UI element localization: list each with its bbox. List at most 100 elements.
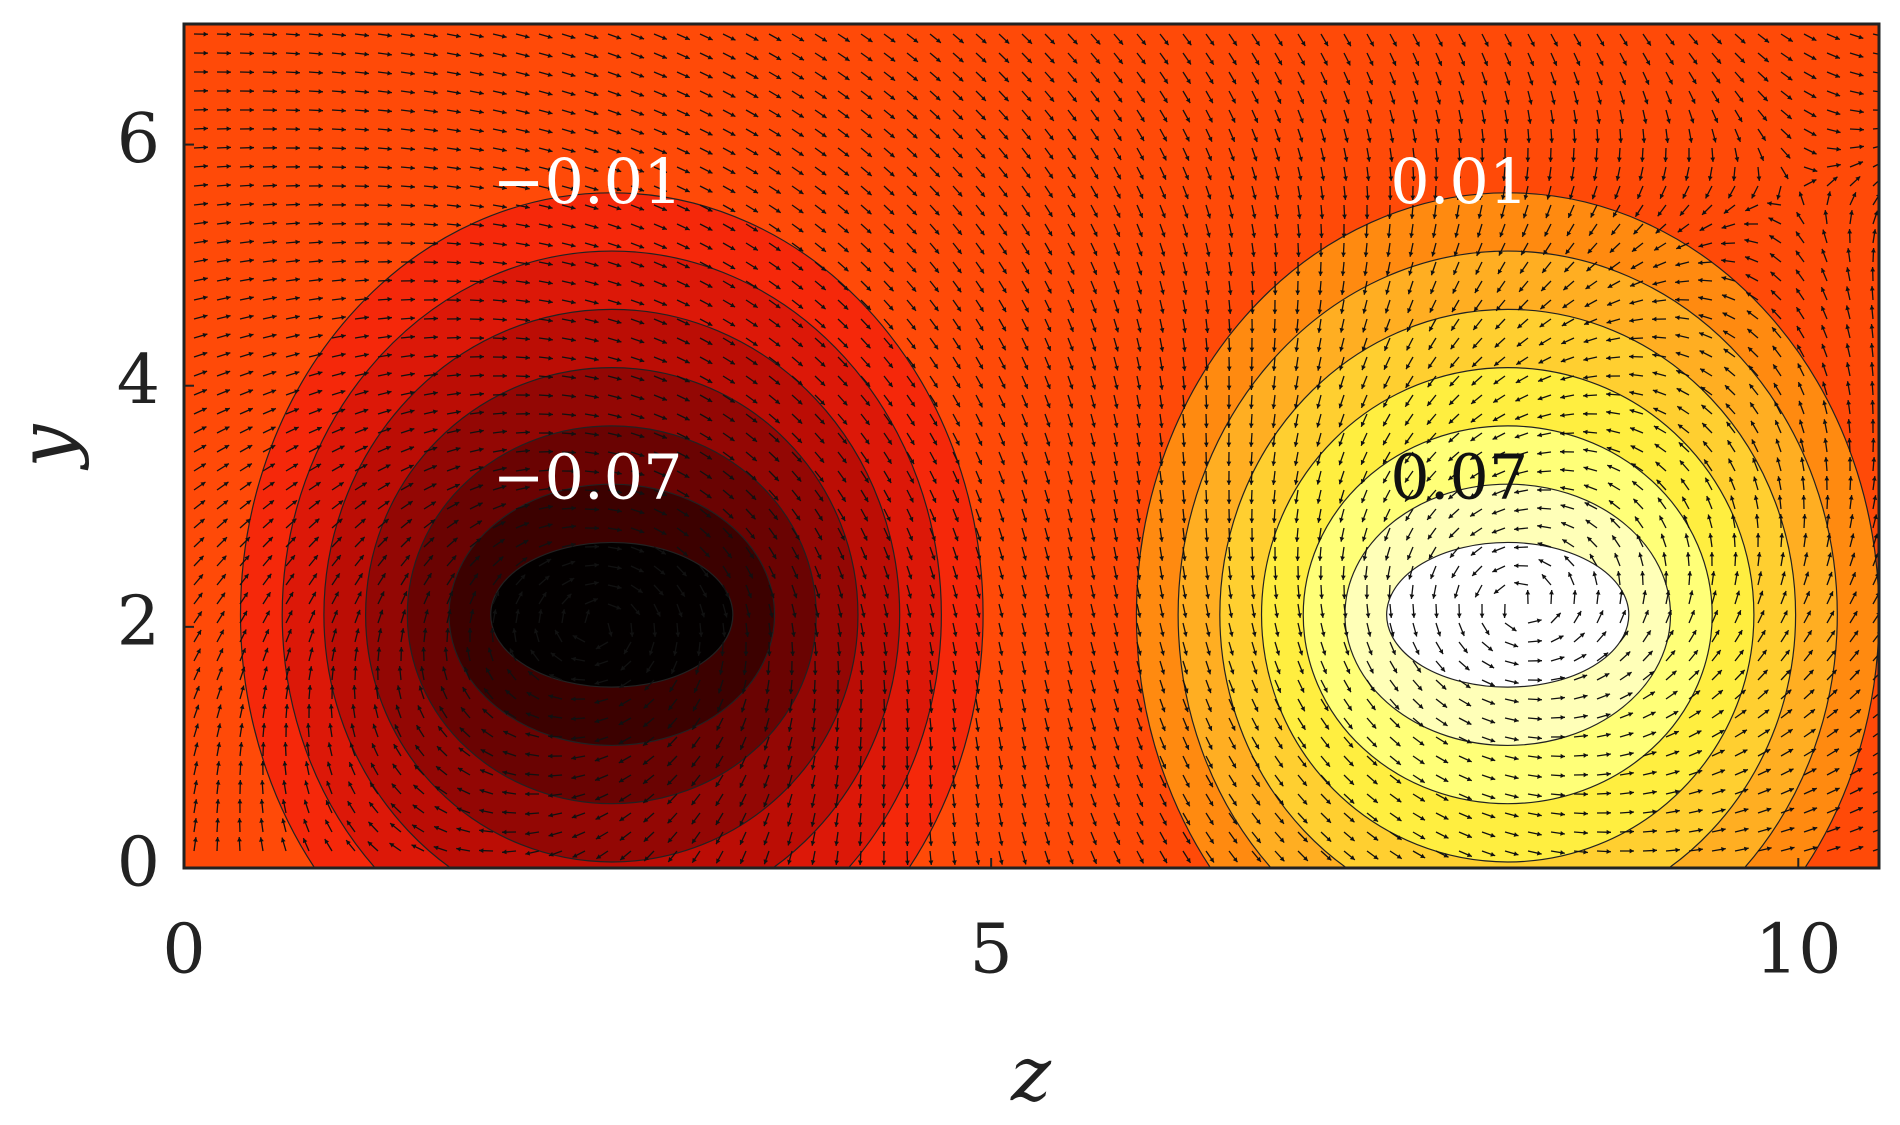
quiver-head (572, 833, 578, 839)
quiver-head (692, 857, 697, 863)
quiver-head (289, 573, 295, 579)
quiver-head (433, 109, 438, 114)
quiver-head (315, 500, 321, 505)
quiver-head (707, 416, 713, 421)
quiver-head (410, 278, 415, 284)
quiver-head (594, 661, 600, 667)
quiver-head (295, 126, 300, 132)
quiver-head (363, 390, 369, 395)
quiver-head (522, 557, 528, 563)
quiver-head (202, 295, 208, 301)
quiver-head (433, 259, 438, 265)
quiver-head (341, 258, 346, 264)
quiver-head (570, 186, 576, 191)
quiver-head (260, 761, 266, 766)
quiver-head (195, 667, 201, 673)
quiver-head (380, 591, 385, 597)
quiver-head (548, 449, 553, 455)
quiver-head (570, 53, 576, 59)
quiver-head (249, 276, 254, 282)
quiver-head (457, 787, 463, 793)
quiver-head (203, 201, 208, 207)
quiver-head (489, 628, 495, 633)
quiver-head (617, 546, 622, 552)
quiver-head (684, 225, 690, 231)
quiver-head (215, 799, 221, 804)
quiver-head (707, 112, 713, 117)
quiver-head (502, 750, 508, 756)
quiver-head (339, 445, 345, 450)
quiver-head (707, 207, 713, 212)
quiver-head (618, 739, 624, 744)
quiver-head (295, 277, 300, 283)
quiver-head (570, 224, 576, 229)
quiver-head (524, 90, 530, 96)
quiver-head (327, 742, 333, 748)
quiver-head (341, 70, 346, 76)
quiver-head (382, 555, 387, 560)
quiver-head (436, 746, 442, 751)
quiver-head (684, 492, 690, 497)
quiver-head (707, 54, 713, 60)
quiver-head (194, 723, 200, 729)
quiver-head (528, 671, 533, 676)
quiver-head (451, 555, 457, 561)
quiver-head (616, 300, 622, 306)
quiver-head (571, 735, 576, 741)
quiver-head (307, 685, 313, 690)
quiver-head (639, 35, 645, 40)
quiver-head (594, 562, 599, 568)
quiver-head (502, 185, 507, 191)
quiver-head (404, 573, 409, 579)
quiver-head (226, 31, 231, 37)
quiver-head (318, 277, 323, 283)
quiver-head (619, 797, 625, 802)
quiver-head (478, 90, 484, 96)
quiver-head (569, 578, 575, 583)
quiver-head (618, 758, 624, 763)
quiver-head (202, 314, 208, 319)
quiver-head (285, 666, 291, 672)
quiver-head (547, 167, 553, 172)
quiver-head (295, 32, 300, 38)
quiver-head (398, 647, 404, 652)
quiver-head (661, 92, 667, 97)
quiver-head (200, 481, 206, 487)
quiver-head (371, 762, 376, 768)
quiver-head (362, 464, 368, 469)
quiver-head (525, 373, 530, 379)
quiver-head (548, 694, 554, 699)
quiver-head (410, 70, 415, 76)
quiver-head (431, 483, 437, 488)
quiver-head (246, 463, 252, 468)
quiver-head (639, 92, 645, 97)
quiver-head (502, 410, 507, 416)
quiver-head (259, 818, 265, 823)
quiver-head (294, 370, 300, 376)
quiver-head (644, 685, 650, 691)
quiver-head (501, 90, 507, 96)
quiver-head (363, 371, 369, 377)
quiver-head (684, 168, 690, 174)
quiver-head (452, 537, 458, 543)
quiver-head (410, 89, 415, 95)
quiver-head (295, 258, 300, 264)
quiver-head (335, 573, 340, 579)
quiver-head (549, 674, 555, 679)
quiver-head (340, 333, 346, 339)
quiver-head (730, 36, 736, 41)
quiver-head (661, 187, 667, 192)
quiver-head (272, 239, 277, 245)
quiver-head (311, 591, 316, 597)
quiver-head (410, 371, 415, 377)
quiver-head (363, 352, 369, 358)
quiver-head (456, 184, 461, 190)
quiver-head (288, 591, 294, 597)
quiver-head (318, 296, 323, 301)
quiver-head (422, 628, 428, 633)
quiver-head (272, 51, 277, 56)
quiver-head (662, 415, 667, 420)
quiver-head (443, 647, 449, 652)
quiver-head (445, 628, 450, 633)
quiver-head (692, 724, 697, 730)
